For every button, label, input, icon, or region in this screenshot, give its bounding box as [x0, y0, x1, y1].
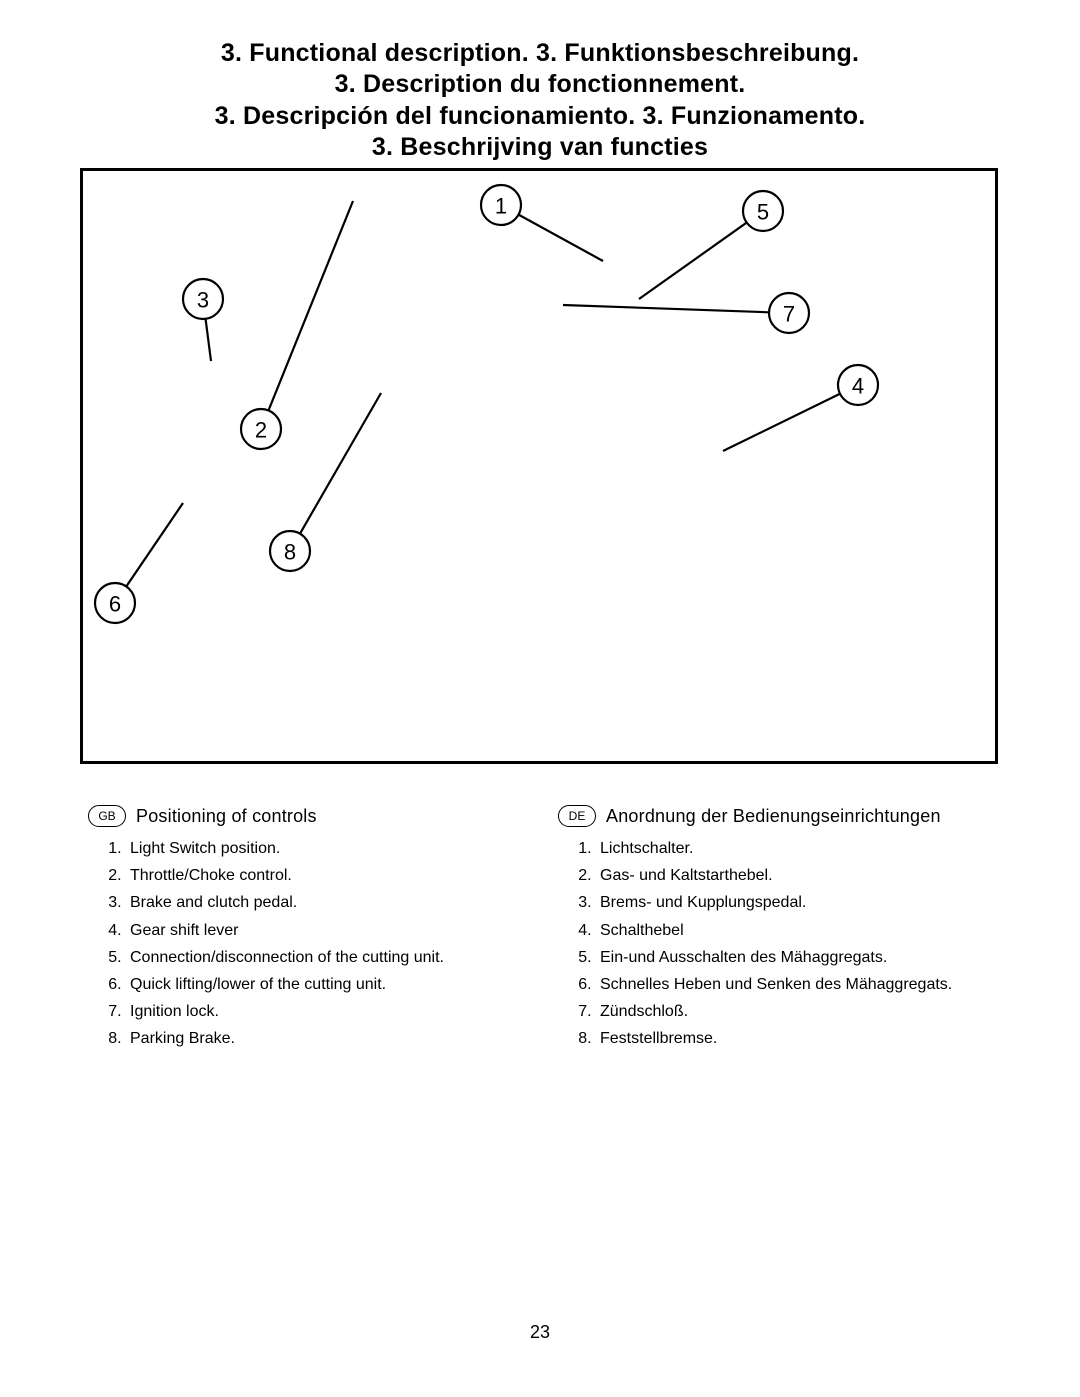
list-item: Ein-und Ausschalten des Mähaggregats. [596, 944, 988, 971]
list-item: Gas- und Kaltstarthebel. [596, 862, 988, 889]
list-item: Light Switch position. [126, 835, 518, 862]
callout-line [206, 319, 211, 361]
right-title: Anordnung der Bedienungseinrichtungen [606, 806, 941, 827]
list-item: Schnelles Heben und Senken des Mähaggreg… [596, 971, 988, 998]
title-line-3: 3. Descripción del funcionamiento. 3. Fu… [0, 101, 1080, 132]
de-badge: DE [558, 805, 596, 827]
right-column: DE Anordnung der Bedienungseinrichtungen… [558, 805, 988, 1053]
list-item: Gear shift lever [126, 917, 518, 944]
columns: GB Positioning of controls Light Switch … [88, 805, 988, 1053]
page: 3. Functional description. 3. Funktionsb… [0, 0, 1080, 1397]
left-header: GB Positioning of controls [88, 805, 518, 827]
callout-line [126, 503, 183, 586]
list-item: Lichtschalter. [596, 835, 988, 862]
callout-number: 1 [495, 194, 507, 219]
callout-line [519, 215, 603, 261]
diagram-svg: 1 5 3 7 4 2 8 6 [83, 171, 995, 761]
callout-number: 5 [757, 200, 769, 225]
list-item: Brems- und Kupplungspedal. [596, 889, 988, 916]
callout-line [563, 305, 769, 312]
left-title: Positioning of controls [136, 806, 317, 827]
title-line-1: 3. Functional description. 3. Funktionsb… [0, 38, 1080, 69]
left-list: Light Switch position. Throttle/Choke co… [126, 835, 518, 1053]
callout-number: 3 [197, 288, 209, 313]
callout-number: 2 [255, 418, 267, 443]
list-item: Brake and clutch pedal. [126, 889, 518, 916]
callout-line [639, 223, 747, 299]
callout-line [723, 394, 840, 451]
callout-number: 7 [783, 302, 795, 327]
list-item: Parking Brake. [126, 1025, 518, 1052]
title-block: 3. Functional description. 3. Funktionsb… [0, 38, 1080, 163]
right-list: Lichtschalter. Gas- und Kaltstarthebel. … [596, 835, 988, 1053]
list-item: Throttle/Choke control. [126, 862, 518, 889]
list-item: Schalthebel [596, 917, 988, 944]
list-item: Zündschloß. [596, 998, 988, 1025]
callout-number: 8 [284, 540, 296, 565]
list-item: Connection/disconnection of the cutting … [126, 944, 518, 971]
gb-badge: GB [88, 805, 126, 827]
left-column: GB Positioning of controls Light Switch … [88, 805, 518, 1053]
callout-number: 6 [109, 592, 121, 617]
right-header: DE Anordnung der Bedienungseinrichtungen [558, 805, 988, 827]
list-item: Ignition lock. [126, 998, 518, 1025]
list-item: Quick lifting/lower of the cutting unit. [126, 971, 518, 998]
title-line-4: 3. Beschrijving van functies [0, 132, 1080, 163]
diagram-frame: 1 5 3 7 4 2 8 6 [80, 168, 998, 764]
title-line-2: 3. Description du fonctionnement. [0, 69, 1080, 100]
page-number: 23 [0, 1322, 1080, 1343]
callout-line [300, 393, 381, 534]
callout-number: 4 [852, 374, 864, 399]
callout-line [268, 201, 353, 410]
list-item: Feststellbremse. [596, 1025, 988, 1052]
